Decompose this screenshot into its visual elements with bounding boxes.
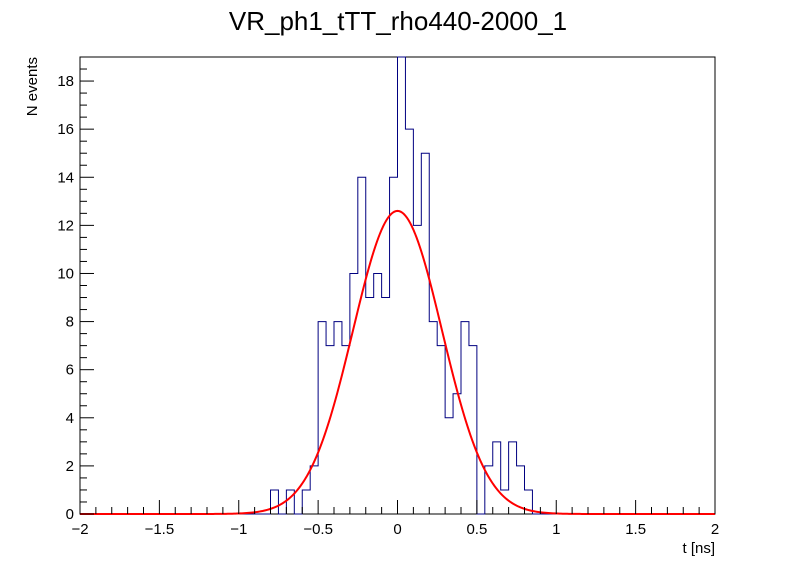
- fit-curve: [80, 209, 715, 515]
- x-tick-label: 0: [393, 521, 401, 538]
- x-tick-label: 2: [711, 521, 719, 538]
- x-tick-label: −1.5: [145, 521, 175, 538]
- y-tick-label: 0: [66, 506, 74, 523]
- y-tick-label: 4: [66, 410, 74, 427]
- chart-title: VR_ph1_tTT_rho440-2000_1: [229, 6, 567, 36]
- y-tick-label: 6: [66, 362, 74, 379]
- y-tick-label: 10: [57, 265, 74, 282]
- y-tick-label: 12: [57, 217, 74, 234]
- y-tick-label: 14: [57, 169, 74, 186]
- x-tick-label: −1: [230, 521, 247, 538]
- y-tick-label: 2: [66, 458, 74, 475]
- y-tick-label: 18: [57, 73, 74, 90]
- y-tick-label: 8: [66, 314, 74, 331]
- x-tick-label: −0.5: [303, 521, 333, 538]
- histogram-series: [80, 56, 715, 515]
- x-axis-title: t [ns]: [682, 540, 715, 557]
- y-axis-title: N events: [24, 57, 41, 116]
- x-tick-label: 1.5: [625, 521, 646, 538]
- y-tick-label: 16: [57, 121, 74, 138]
- x-tick-label: −2: [71, 521, 88, 538]
- x-tick-label: 1: [552, 521, 560, 538]
- plot-area: −2 −1.5 −1 −0.5 0 0.5 1 1.5 2 0 2 4 6 8 10 12 14 16 18: [57, 56, 719, 538]
- x-tick-label: 0.5: [466, 521, 487, 538]
